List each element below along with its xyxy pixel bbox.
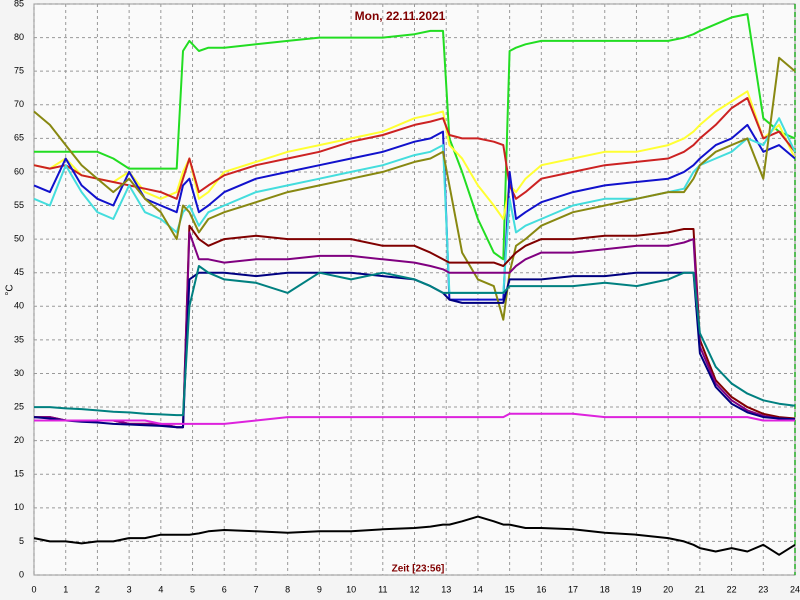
series-line (34, 231, 796, 429)
y-tick-label: 75 (14, 66, 24, 76)
chart-title: Mon, 22.11.2021 (355, 9, 446, 23)
x-tick-label: 7 (253, 584, 258, 594)
x-axis-label: Zeit [23:56] (392, 564, 445, 575)
series-line (34, 265, 796, 417)
series-line (33, 90, 796, 220)
x-tick-label: 17 (568, 584, 578, 594)
y-tick-label: 85 (14, 0, 24, 8)
x-tick-label: 11 (378, 584, 387, 594)
x-tick-label: 9 (317, 584, 322, 594)
series-line (34, 13, 796, 261)
y-axis-label: °C (5, 284, 16, 295)
x-tick-label: 13 (441, 584, 451, 594)
series-line (33, 56, 796, 321)
y-tick-label: 60 (14, 166, 24, 176)
x-tick-label: 19 (631, 584, 641, 594)
x-tick-label: 3 (127, 584, 132, 594)
x-tick-label: 24 (790, 584, 800, 594)
series-line (33, 123, 796, 301)
x-tick-label: 16 (536, 584, 546, 594)
series-line (34, 412, 795, 425)
y-tick-label: 70 (14, 99, 24, 109)
x-tick-label: 14 (473, 584, 483, 594)
y-tick-label: 30 (14, 368, 24, 378)
y-tick-label: 80 (14, 32, 24, 42)
y-tick-label: 5 (19, 536, 24, 546)
y-tick-label: 65 (14, 133, 24, 143)
x-tick-label: 2 (95, 584, 100, 594)
x-tick-label: 10 (346, 584, 356, 594)
x-tick-label: 6 (222, 584, 227, 594)
x-tick-label: 8 (285, 584, 290, 594)
series-line (33, 515, 796, 556)
x-tick-label: 1 (63, 584, 68, 594)
y-tick-label: 10 (14, 502, 24, 512)
y-tick-label: 20 (14, 435, 24, 445)
series-line (33, 117, 796, 294)
x-tick-label: 12 (409, 584, 419, 594)
series-line (33, 97, 796, 200)
y-tick-label: 45 (14, 267, 24, 277)
y-tick-label: 15 (14, 469, 24, 479)
x-tick-label: 20 (663, 584, 673, 594)
x-tick-label: 23 (758, 584, 768, 594)
x-tick-label: 21 (695, 584, 705, 594)
x-tick-label: 22 (727, 584, 737, 594)
y-tick-label: 40 (14, 301, 24, 311)
x-tick-label: 4 (158, 584, 163, 594)
y-tick-label: 35 (14, 334, 24, 344)
y-tick-label: 25 (14, 401, 24, 411)
y-tick-label: 50 (14, 233, 24, 243)
x-tick-label: 18 (600, 584, 610, 594)
y-tick-label: 55 (14, 200, 24, 210)
y-tick-label: 0 (19, 569, 24, 579)
x-tick-label: 0 (31, 584, 36, 594)
x-tick-label: 5 (190, 584, 195, 594)
x-tick-label: 15 (505, 584, 515, 594)
